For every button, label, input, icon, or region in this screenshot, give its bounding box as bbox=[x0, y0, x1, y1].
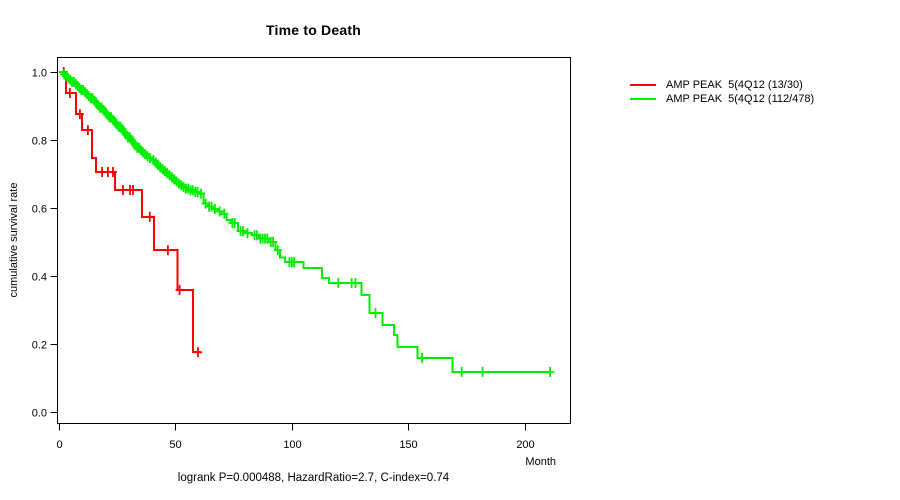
censor-marks-series-0 bbox=[59, 67, 202, 358]
x-tick-label: 150 bbox=[399, 439, 417, 451]
x-axis-label: Month bbox=[525, 456, 556, 468]
statistics-caption: logrank P=0.000488, HazardRatio=2.7, C-i… bbox=[177, 472, 450, 484]
legend-label: AMP PEAK 5(4Q12 (112/478) bbox=[666, 93, 815, 105]
y-axis-label: cumulative survival rate bbox=[8, 182, 20, 298]
y-tick-label: 0.0 bbox=[32, 408, 47, 420]
y-tick-label: 0.2 bbox=[32, 340, 47, 352]
legend: AMP PEAK 5(4Q12 (13/30) AMP PEAK 5(4Q12 … bbox=[630, 78, 814, 106]
y-tick-label: 0.4 bbox=[32, 272, 47, 284]
legend-line-swatch-green bbox=[630, 98, 656, 100]
x-tick-label: 0 bbox=[56, 439, 62, 451]
legend-item: AMP PEAK 5(4Q12 (112/478) bbox=[630, 92, 814, 106]
y-tick-label: 0.8 bbox=[32, 136, 47, 148]
page-title: Time to Death bbox=[266, 22, 361, 38]
legend-line-swatch-red bbox=[630, 84, 656, 86]
y-tick-label: 1.0 bbox=[32, 68, 47, 80]
legend-item: AMP PEAK 5(4Q12 (13/30) bbox=[630, 78, 814, 92]
censor-marks-series-1 bbox=[60, 69, 555, 377]
x-tick-label: 200 bbox=[516, 439, 534, 451]
x-tick-label: 100 bbox=[283, 439, 301, 451]
plot-border bbox=[57, 57, 571, 424]
survival-curve-series-1 bbox=[59, 71, 551, 373]
legend-label: AMP PEAK 5(4Q12 (13/30) bbox=[666, 79, 803, 91]
y-tick-label: 0.6 bbox=[32, 204, 47, 216]
x-tick-label: 50 bbox=[169, 439, 181, 451]
